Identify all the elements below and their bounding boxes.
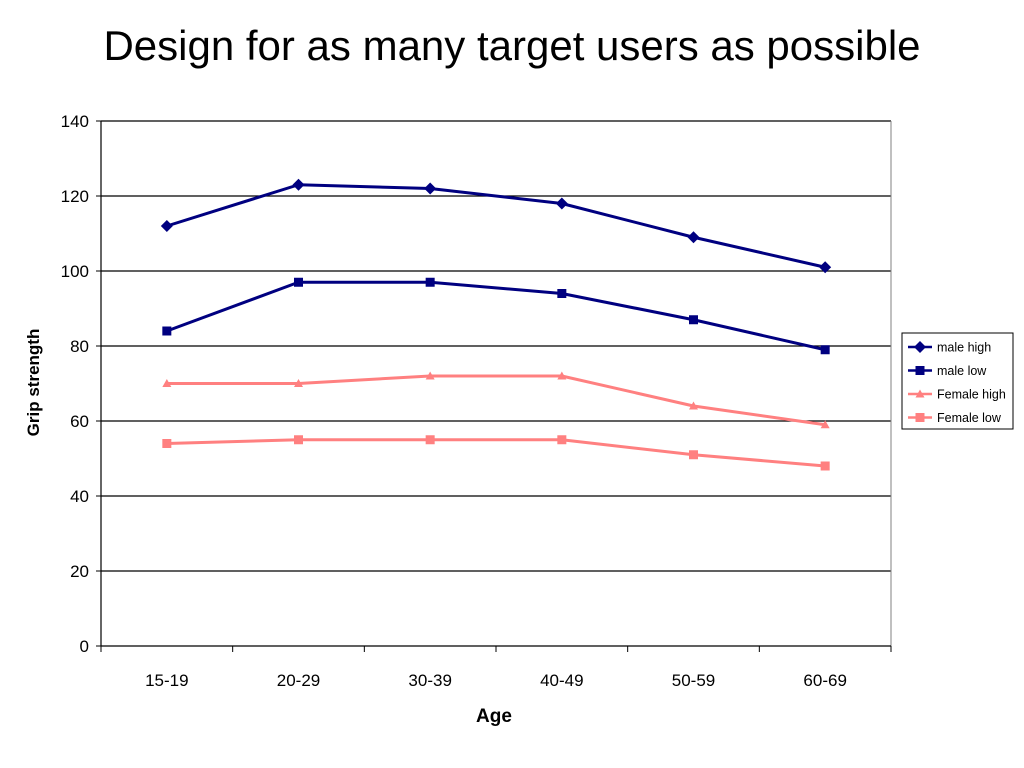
- data-point: [425, 371, 435, 380]
- data-point: [555, 197, 568, 210]
- x-tick-label: 40-49: [540, 671, 583, 690]
- legend-label: male low: [937, 364, 987, 378]
- legend-marker: [914, 341, 926, 353]
- page-title: Design for as many target users as possi…: [103, 22, 921, 69]
- data-point: [294, 435, 303, 445]
- data-point: [820, 345, 830, 355]
- data-point: [292, 178, 305, 191]
- y-tick-label: 20: [70, 562, 89, 581]
- x-tick-label: 60-69: [803, 671, 846, 690]
- y-tick-label: 100: [61, 262, 89, 281]
- data-point: [160, 220, 173, 232]
- data-point: [162, 326, 172, 336]
- data-point: [557, 289, 567, 298]
- series-line-1: [166, 280, 826, 352]
- x-tick-label: 20-29: [277, 671, 320, 690]
- data-point: [557, 435, 567, 445]
- legend-marker: [915, 389, 925, 398]
- y-tick-label: 0: [80, 637, 89, 656]
- y-axis-title: Grip strength: [24, 329, 43, 437]
- data-point: [425, 435, 435, 445]
- data-point: [294, 379, 303, 387]
- x-tick-label: 50-59: [672, 671, 715, 690]
- data-point: [689, 315, 698, 325]
- series-line-2: [166, 374, 826, 427]
- y-tick-label: 40: [70, 487, 89, 506]
- y-tick-label: 140: [61, 112, 89, 131]
- legend-label: Female high: [937, 388, 1006, 402]
- data-point: [294, 277, 303, 287]
- data-point: [162, 439, 172, 448]
- data-point: [557, 371, 567, 380]
- y-tick-label: 80: [70, 337, 89, 356]
- legend-label: Female low: [937, 411, 1002, 425]
- legend-marker: [915, 413, 925, 422]
- x-tick-label: 15-19: [145, 671, 188, 690]
- y-tick-label: 120: [61, 187, 89, 206]
- x-tick-label: 30-39: [408, 671, 451, 690]
- data-point: [424, 182, 437, 195]
- data-point: [820, 461, 830, 471]
- data-point: [687, 231, 700, 244]
- data-point: [689, 450, 698, 460]
- series-line-3: [166, 438, 826, 468]
- data-point: [162, 379, 172, 387]
- data-point: [425, 277, 435, 287]
- legend-label: male high: [937, 341, 991, 355]
- data-point: [819, 261, 832, 274]
- y-tick-label: 60: [70, 412, 89, 431]
- data-point: [820, 420, 830, 429]
- legend-marker: [915, 366, 925, 375]
- data-point: [689, 401, 698, 410]
- x-axis-title: Age: [476, 706, 512, 727]
- series-line-0: [166, 183, 826, 269]
